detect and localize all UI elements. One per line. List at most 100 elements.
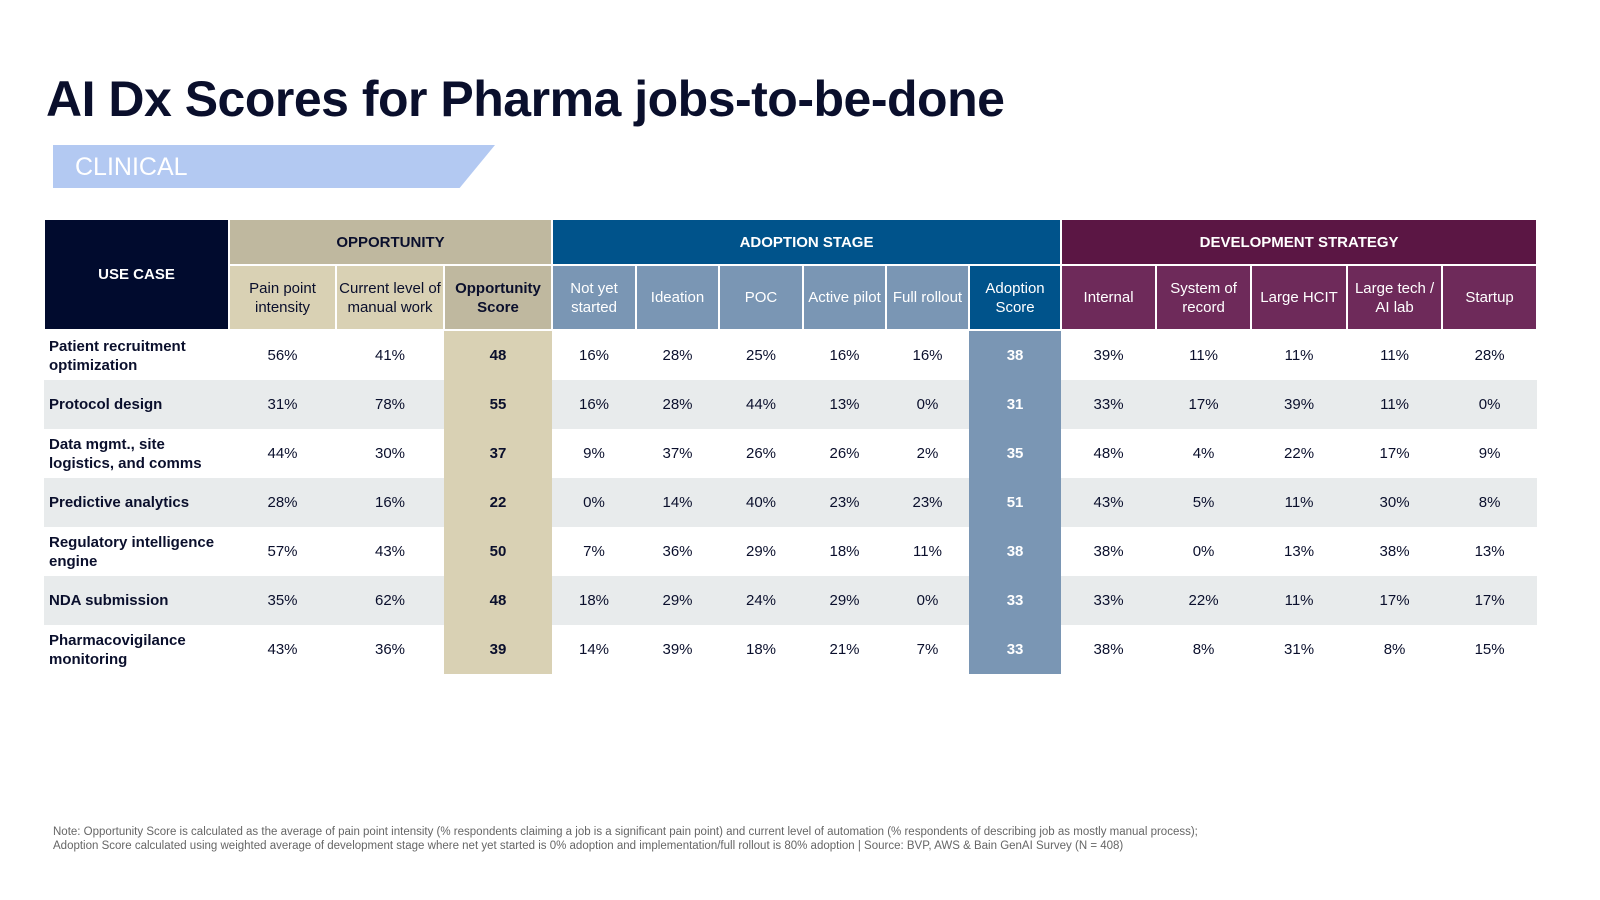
table-cell: 78%: [336, 380, 444, 429]
table-cell: 29%: [636, 576, 719, 625]
table-cell: 4%: [1192, 445, 1215, 462]
table-cell: 8%: [1442, 478, 1538, 527]
use-case-name: Patient recruitment optimization: [49, 337, 186, 374]
column-header: System of record: [1155, 264, 1253, 331]
table-cell: 37%: [662, 445, 693, 462]
table-cell: 18%: [552, 576, 636, 625]
table-cell: 11%: [1251, 576, 1348, 625]
footnote-line: Adoption Score calculated using weighted…: [53, 840, 1124, 852]
column-header: Large tech / AI lab: [1346, 264, 1444, 331]
column-header: Opportunity Score: [443, 264, 553, 331]
table-cell: 23%: [803, 478, 886, 527]
table-cell: 33%: [1061, 576, 1157, 625]
table-cell: 33%: [1061, 380, 1157, 429]
table-cell: 16%: [912, 347, 943, 364]
table-cell: 9%: [1478, 445, 1501, 462]
column-header: Internal: [1060, 264, 1158, 331]
table-cell: 16%: [578, 347, 610, 364]
table-cell: 8%: [1383, 641, 1406, 658]
table-cell: 8%: [1192, 641, 1215, 658]
table-row: Pharmacovigilance monitoring 43% 36% 39 14% 3…: [44, 625, 1537, 674]
table-cell: 14%: [636, 478, 719, 527]
table-cell: 13%: [1284, 543, 1315, 560]
table-cell: 13%: [803, 380, 886, 429]
table-cell: 18%: [829, 543, 860, 560]
table-cell: 44%: [267, 445, 298, 462]
header-opportunity: OPPORTUNITY: [228, 218, 553, 266]
column-header: Current level of manual work: [335, 264, 445, 331]
table-cell: 23%: [886, 478, 969, 527]
table-cell: 9%: [583, 445, 605, 462]
table-cell: 0%: [1442, 380, 1538, 429]
table-cell: 31%: [1284, 641, 1315, 658]
opportunity-score: 39: [444, 625, 552, 674]
adoption-score: 38: [969, 527, 1062, 576]
use-case-name: Regulatory intelligence engine: [49, 533, 215, 570]
table-cell: 0%: [552, 478, 636, 527]
footnote-line: Note: Opportunity Score is calculated as…: [53, 826, 1198, 838]
table-row: Patient recruitment optimization 56% 41% 48…: [44, 330, 1537, 380]
table-cell: 26%: [829, 445, 860, 462]
table-cell: 31%: [229, 380, 336, 429]
table-cell: 11%: [1189, 347, 1219, 364]
adoption-score: 33: [969, 576, 1062, 625]
table-cell: 28%: [636, 380, 719, 429]
column-header: Large HCIT: [1250, 264, 1349, 331]
table-cell: 26%: [745, 445, 777, 462]
table-cell: 29%: [803, 576, 886, 625]
use-case-name: NDA submission: [44, 576, 229, 625]
use-case-name: Predictive analytics: [44, 478, 229, 527]
opportunity-score: 48: [444, 576, 552, 625]
table-cell: 22%: [1156, 576, 1252, 625]
column-header: Not yet started: [551, 264, 637, 331]
column-header: Ideation: [635, 264, 720, 331]
table-cell: 41%: [374, 347, 406, 364]
table-cell: 21%: [829, 641, 860, 658]
table-cell: 35%: [229, 576, 336, 625]
table-row: Data mgmt., site logistics, and comms 44%…: [44, 429, 1537, 478]
table-cell: 11%: [1347, 380, 1443, 429]
table-cell: 28%: [662, 347, 693, 364]
opportunity-score: 55: [444, 380, 552, 429]
column-header: Active pilot: [802, 264, 887, 331]
adoption-score: 31: [969, 380, 1062, 429]
table-cell: 40%: [719, 478, 803, 527]
table-cell: 2%: [916, 445, 939, 462]
table-cell: 28%: [229, 478, 336, 527]
opportunity-score: 48: [444, 330, 552, 380]
table-cell: 43%: [267, 641, 298, 658]
table-cell: 38%: [1379, 543, 1410, 560]
table-row: NDA submission 35% 62% 48 18% 29% 24% 29% 0% 33 33…: [44, 576, 1538, 625]
table-cell: 30%: [374, 445, 406, 462]
section-label: CLINICAL: [75, 153, 188, 181]
adoption-score: 33: [969, 625, 1062, 674]
adoption-score: 35: [969, 429, 1062, 478]
table-cell: 18%: [745, 641, 777, 658]
header-use-case: USE CASE: [43, 218, 230, 331]
table-cell: 16%: [336, 478, 444, 527]
column-header: Startup: [1441, 264, 1539, 331]
table-cell: 56%: [267, 347, 298, 364]
table-cell: 17%: [1379, 445, 1410, 462]
table-cell: 39%: [1093, 347, 1124, 364]
header-development-strategy: DEVELOPMENT STRATEGY: [1060, 218, 1539, 266]
use-case-name: Pharmacovigilance monitoring: [49, 631, 186, 668]
table-cell: 7%: [583, 543, 605, 560]
adoption-score: 51: [969, 478, 1062, 527]
table-row: Protocol design 31% 78% 55 16% 28% 44% 13% 0% 31 3…: [44, 380, 1538, 429]
scores-table: USE CASE OPPORTUNITY ADOPTION STAGE DEVE…: [43, 218, 1539, 674]
opportunity-score: 50: [444, 527, 552, 576]
table-cell: 38%: [1093, 543, 1124, 560]
table-row: Regulatory intelligence engine 57% 43% 50 7%…: [44, 527, 1537, 576]
opportunity-score: 37: [444, 429, 552, 478]
table-cell: 57%: [267, 543, 298, 560]
table-cell: 11%: [1251, 478, 1348, 527]
table-cell: 62%: [336, 576, 444, 625]
use-case-name: Data mgmt., site logistics, and comms: [49, 435, 202, 472]
table-cell: 0%: [1192, 543, 1215, 560]
table-cell: 17%: [1347, 576, 1443, 625]
table-cell: 43%: [374, 543, 406, 560]
table-cell: 29%: [745, 543, 777, 560]
column-header: Full rollout: [885, 264, 970, 331]
header-adoption-stage: ADOPTION STAGE: [550, 218, 1063, 266]
